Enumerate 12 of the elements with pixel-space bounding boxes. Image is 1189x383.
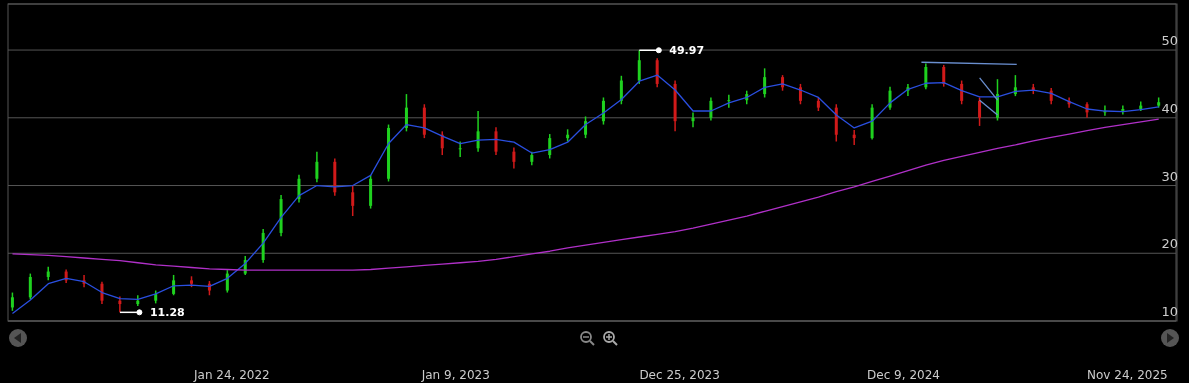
x-tick-label: Jan 24, 2022 <box>193 368 270 382</box>
x-tick-label: Nov 24, 2025 <box>1087 368 1168 382</box>
annotation: 49.97 <box>669 44 705 58</box>
x-tick-label: Jan 9, 2023 <box>420 368 490 382</box>
x-tick-label: Dec 25, 2023 <box>639 368 720 382</box>
y-tick-label: 10 <box>1161 304 1178 319</box>
y-tick-label: 20 <box>1161 236 1178 252</box>
annotation: 11.28 <box>149 306 185 320</box>
y-tick-label: 40 <box>1161 100 1178 116</box>
y-tick-label: 50 <box>1161 33 1178 49</box>
x-tick-label: Dec 9, 2024 <box>867 368 940 382</box>
y-tick-label: 30 <box>1161 168 1178 184</box>
